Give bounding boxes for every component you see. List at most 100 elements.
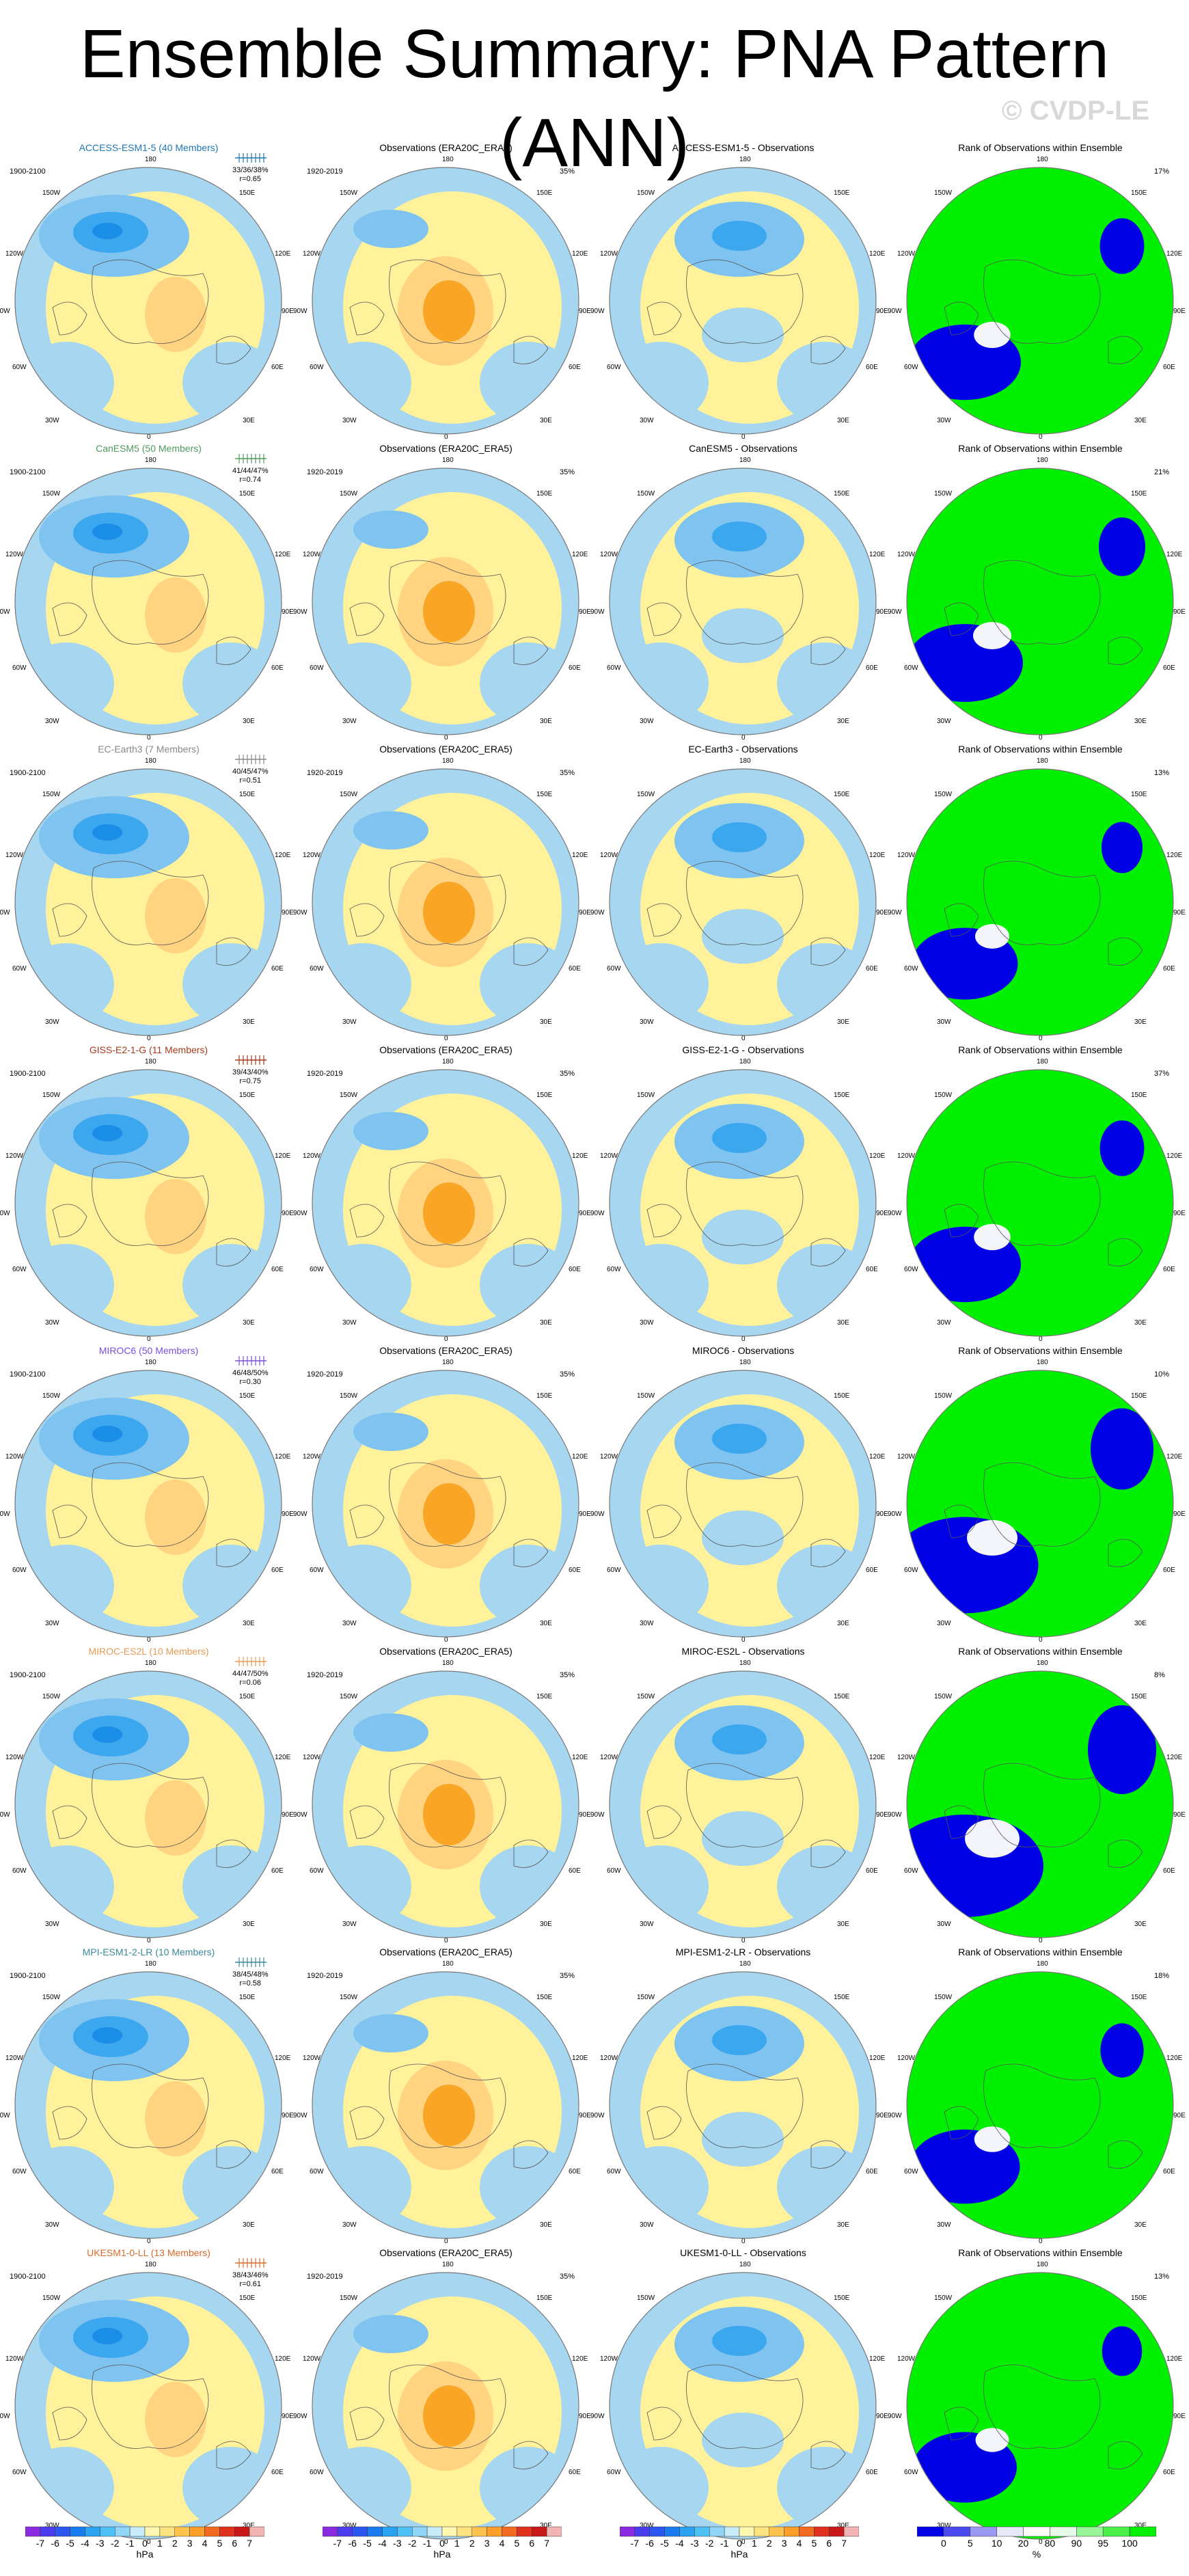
lon-label-120e: 120E <box>1166 852 1183 859</box>
years-label: 1920-2019 <box>307 1972 343 1980</box>
colorbar-tick: 3 <box>187 2538 193 2549</box>
lon-label-120e: 120E <box>275 1754 291 1761</box>
lon-label-60w: 60W <box>310 965 324 973</box>
lon-label-150w: 150W <box>340 1392 358 1400</box>
map-panel-obs: Observations (ERA20C_ERA5) 1920-2019 35% 18… <box>293 410 594 742</box>
negative-anomaly-peak <box>92 1426 122 1442</box>
polar-map-model <box>14 2272 282 2540</box>
colorbar-tick: 4 <box>796 2538 802 2549</box>
lon-label-120w: 120W <box>303 1152 321 1160</box>
polar-map-obs <box>312 467 579 735</box>
lon-label-90w: 90W <box>888 1210 902 1217</box>
lon-label-90w: 90W <box>293 308 308 315</box>
lon-label-120w: 120W <box>5 1453 24 1461</box>
lon-label-120w: 120W <box>600 1754 618 1761</box>
positive-anomaly-core <box>145 878 206 953</box>
coastline-outline <box>52 2063 251 2169</box>
map-panel-obs: Observations (ERA20C_ERA5) 1920-2019 35% 18… <box>293 109 594 441</box>
rank-percent: 13% <box>1154 769 1170 777</box>
lon-label-60w: 60W <box>607 364 621 371</box>
lon-label-180: 180 <box>1037 1659 1048 1667</box>
panel-title: Observations (ERA20C_ERA5) <box>379 1646 512 1657</box>
panel-title: ACCESS-ESM1-5 (40 Members) <box>79 142 219 153</box>
lon-label-0: 0 <box>147 1937 151 1944</box>
weak-negative-region <box>480 2447 575 2529</box>
panel-title: MPI-ESM1-2-LR (10 Members) <box>82 1947 215 1957</box>
lon-label-180: 180 <box>739 1058 751 1066</box>
map-panel-rank: Rank of Observations within Ensemble 8% 18… <box>888 1613 1189 1944</box>
lon-label-120w: 120W <box>303 2355 321 2363</box>
lon-label-60w: 60W <box>904 1266 918 1273</box>
panel-row: MIROC6 (50 Members) 1900-2100 46/48/50% r=0… <box>0 1312 1189 1644</box>
lon-label-60w: 60W <box>12 664 27 672</box>
pc-correlation: r=0.65 <box>239 175 262 183</box>
lon-label-150w: 150W <box>42 1392 61 1400</box>
colorbar-tick: 5 <box>811 2538 817 2549</box>
rank-low-region <box>1099 218 1145 274</box>
polar-map-diff <box>609 768 877 1036</box>
panel-row: GISS-E2-1-G (11 Members) 1900-2100 39/43/4… <box>0 1012 1189 1343</box>
colorbar-swatch <box>85 2526 100 2537</box>
colorbar-swatch <box>337 2526 353 2537</box>
colorbar-swatch <box>472 2526 487 2537</box>
lon-label-30w: 30W <box>640 1018 654 1026</box>
colorbar-tick: 5 <box>514 2538 520 2549</box>
globe-outline <box>906 467 1174 735</box>
lon-label-30w: 30W <box>937 2221 951 2229</box>
lon-label-180: 180 <box>145 1960 156 1968</box>
map-panel-rank: Rank of Observations within Ensemble 13% 1… <box>888 711 1189 1042</box>
lon-label-60e: 60E <box>1163 664 1175 672</box>
years-label: 1920-2019 <box>307 1370 343 1379</box>
pc-percentages: 39/43/40% <box>232 1068 269 1076</box>
years-label: 1900-2100 <box>10 167 46 176</box>
lon-label-120w: 120W <box>5 551 24 558</box>
colorbar-tick: -5 <box>363 2538 372 2549</box>
colorbar-swatch <box>456 2526 472 2537</box>
colorbar-model-unit: hPa <box>136 2549 154 2560</box>
colorbar-swatch <box>679 2526 695 2537</box>
lon-label-0: 0 <box>147 1035 151 1042</box>
lon-label-120e: 120E <box>869 2055 886 2062</box>
lon-label-120w: 120W <box>600 1152 618 1160</box>
lon-label-30w: 30W <box>640 1921 654 1928</box>
lon-label-150e: 150E <box>1131 791 1147 798</box>
lon-label-90w: 90W <box>0 2112 10 2119</box>
colorbar-swatch <box>487 2526 502 2537</box>
lon-label-60e: 60E <box>866 1567 878 1574</box>
coastline-outline <box>349 2063 549 2169</box>
lon-label-0: 0 <box>741 1937 746 1944</box>
lon-label-60e: 60E <box>569 965 581 973</box>
coastline-outline <box>646 860 846 966</box>
coastline-outline <box>349 860 549 966</box>
panel-title: Rank of Observations within Ensemble <box>958 1044 1123 1055</box>
lon-label-120e: 120E <box>869 1453 886 1461</box>
colorbar-tick: -3 <box>393 2538 402 2549</box>
lon-label-90w: 90W <box>293 2112 308 2119</box>
colorbar-tick: 95 <box>1097 2538 1109 2549</box>
polar-map-rank <box>906 167 1174 435</box>
lon-label-30w: 30W <box>342 2522 357 2530</box>
negative-anomaly-max <box>712 1123 767 1153</box>
globe-outline <box>14 1971 282 2239</box>
lon-label-120e: 120E <box>275 250 291 258</box>
lon-label-150e: 150E <box>239 490 256 498</box>
globe-outline <box>609 1370 877 1638</box>
lon-label-120e: 120E <box>572 2055 588 2062</box>
pc-variance: 35% <box>560 769 575 777</box>
lon-label-0: 0 <box>1039 2538 1043 2546</box>
rank-percent: 18% <box>1154 1972 1170 1980</box>
globe-outline <box>14 1370 282 1638</box>
lon-label-30e: 30E <box>540 1620 552 1627</box>
lon-label-180: 180 <box>442 457 454 464</box>
polar-map-model <box>14 1670 282 1938</box>
years-label: 1900-2100 <box>10 1671 46 1679</box>
lon-label-120w: 120W <box>303 1453 321 1461</box>
lon-label-150w: 150W <box>637 1092 655 1099</box>
lon-label-90w: 90W <box>293 1811 308 1819</box>
lon-label-30w: 30W <box>45 1620 59 1627</box>
lon-label-150w: 150W <box>42 189 61 197</box>
lon-label-90e: 90E <box>876 308 888 315</box>
lon-label-30e: 30E <box>243 1921 255 1928</box>
coastline-outline <box>646 1763 846 1868</box>
lon-label-120e: 120E <box>869 852 886 859</box>
